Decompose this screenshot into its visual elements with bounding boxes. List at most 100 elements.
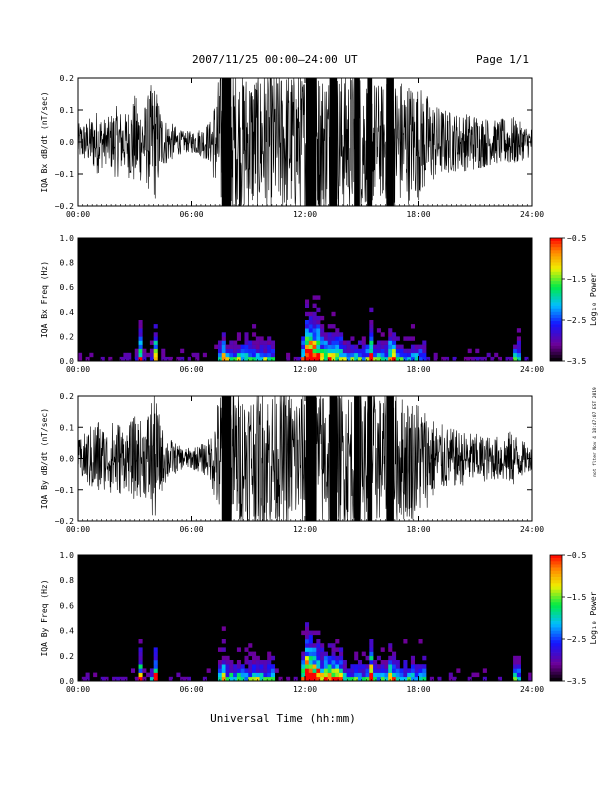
spectrogram-cell: [270, 664, 276, 669]
spectrogram-cell: [78, 352, 83, 358]
spectrogram-cell: [323, 651, 328, 657]
spectrogram-cell: [410, 356, 416, 362]
spectrogram-cell: [270, 344, 276, 349]
spectrogram-cell: [429, 676, 434, 682]
colorbar-frame: [549, 237, 563, 362]
spectrogram-cell: [248, 356, 253, 362]
waveform-saturation: [386, 396, 394, 521]
spectrogram-cell: [248, 348, 253, 354]
spectrogram-cell: [312, 660, 317, 665]
colorbar-segment: [550, 262, 562, 266]
spectrogram-cell: [236, 336, 241, 341]
colorbar-segment: [550, 354, 562, 359]
spectrogram-cell: [422, 356, 427, 362]
spectrogram-cell: [339, 664, 344, 669]
spectrogram-cell: [229, 668, 234, 673]
spectrogram-cell: [225, 664, 230, 669]
spectrogram-cell: [305, 340, 310, 345]
spectrogram-cell: [384, 664, 389, 669]
spectrogram-cell: [308, 328, 313, 333]
spectrogram-cell: [252, 668, 257, 673]
spectrogram-cell: [320, 336, 325, 341]
colorbar-segment: [550, 595, 562, 600]
spectrogram-cell: [240, 348, 245, 354]
spectrogram-cell: [346, 348, 351, 354]
spectrogram-cell: [244, 676, 249, 682]
spectrogram-cell: [479, 356, 484, 362]
spectrogram-cell: [339, 660, 344, 665]
colorbar-segment: [550, 627, 562, 631]
spectrogram-cell: [516, 344, 521, 349]
waveform-saturation: [221, 78, 232, 206]
spectrogram-cell: [263, 668, 268, 673]
spectrogram-cell: [323, 668, 328, 673]
spectrogram-cell: [259, 356, 264, 362]
colorbar-segment: [550, 558, 562, 562]
waveform-trace: [77, 77, 533, 207]
spectrogram-cell: [339, 676, 344, 682]
spectrogram-cell: [410, 336, 416, 341]
spectrogram-cell: [327, 324, 332, 329]
waveform-saturation: [329, 78, 338, 206]
spectrogram-cell: [327, 332, 332, 337]
y-tick-label: 1.0: [60, 234, 75, 243]
x-tick-label: 24:00: [520, 525, 544, 534]
spectrogram-cell: [369, 647, 374, 652]
colorbar-tick-label: −0.5: [567, 551, 586, 560]
spectrogram-cell: [335, 668, 340, 673]
spectrogram-cell: [259, 668, 264, 673]
spectrogram-cell: [244, 352, 249, 358]
spectrogram-cell: [373, 660, 378, 665]
x-tick-label: 12:00: [293, 210, 317, 219]
spectrogram-cell: [403, 668, 408, 673]
spectrogram-cell: [494, 352, 499, 358]
spectrogram-cell: [305, 356, 310, 362]
spectrogram-cell: [331, 332, 336, 337]
spectrogram-cell: [127, 356, 132, 362]
colorbar-segment: [550, 247, 562, 251]
spectrogram-cell: [357, 668, 363, 673]
spectrogram-cell: [388, 664, 393, 669]
spectrogram-cell: [221, 344, 226, 349]
spectrogram-cell: [354, 655, 359, 661]
colorbar-segment: [550, 640, 562, 644]
spectrogram-cell: [168, 676, 173, 682]
spectrogram-cell: [149, 348, 154, 354]
spectrogram-cell: [342, 672, 347, 678]
spectrogram-cell: [357, 676, 363, 682]
spectrogram-cell: [388, 668, 393, 673]
spectrogram-cell: [384, 340, 389, 345]
colorbar-segment: [550, 561, 562, 565]
spectrogram-cell: [365, 655, 370, 661]
spectrogram-cell: [240, 352, 245, 358]
spectrogram-cell: [354, 356, 359, 362]
spectrogram-cell: [217, 344, 223, 349]
spectrogram-cell: [316, 324, 321, 329]
spectrogram-cell: [312, 340, 317, 345]
colorbar-segment: [550, 674, 562, 679]
spectrogram-cell: [138, 668, 143, 673]
spectrogram-cell: [403, 356, 408, 362]
spectrogram-cell: [263, 356, 268, 362]
colorbar-segment: [550, 658, 562, 663]
spectrogram-cell: [357, 356, 363, 362]
spectrogram-cell: [403, 676, 408, 682]
spectrogram-cell: [316, 643, 321, 648]
spectrogram-cell: [346, 344, 351, 349]
spectrogram-cell: [467, 356, 472, 362]
spectrogram-cell: [252, 332, 257, 337]
spectrogram-cell: [259, 344, 264, 349]
spectrogram-cell: [176, 356, 181, 362]
spectrogram-cell: [305, 639, 310, 644]
spectrogram-cell: [252, 340, 257, 345]
spectrogram-cell: [392, 352, 397, 358]
spectrogram-cell: [240, 668, 245, 673]
spectrogram-cell: [384, 668, 389, 673]
spectrogram-cell: [301, 660, 306, 665]
spectrogram-cell: [267, 356, 272, 362]
spectrogram-cell: [471, 672, 476, 678]
spectrogram-cell: [388, 655, 393, 661]
spectrogram-cell: [323, 336, 328, 341]
spectrogram-cell: [217, 352, 223, 358]
spectrogram-cell: [350, 668, 355, 673]
